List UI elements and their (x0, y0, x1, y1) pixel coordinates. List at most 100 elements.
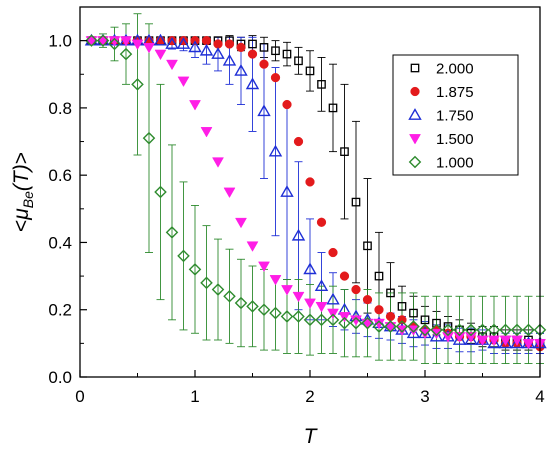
data-point (317, 80, 326, 89)
data-point (282, 99, 292, 110)
data-point (213, 39, 223, 49)
y-axis-title: <μBe(T)> (10, 152, 36, 232)
legend-marker (410, 63, 420, 73)
data-point (199, 43, 214, 56)
data-point (465, 332, 477, 343)
data-point (397, 315, 407, 325)
data-point (453, 332, 466, 343)
data-point (236, 42, 246, 52)
y-axis-title-open: < (10, 220, 33, 232)
data-point (211, 283, 225, 296)
data-point (131, 39, 144, 51)
data-point (257, 303, 271, 317)
legend-label: 1.750 (436, 108, 474, 125)
data-point (259, 59, 269, 69)
data-point (304, 298, 316, 310)
legend-marker (410, 86, 420, 97)
x-tick-label: 2 (305, 387, 314, 406)
data-point (154, 185, 167, 199)
data-point (314, 279, 329, 292)
legend-entry: 2.000 (410, 61, 474, 78)
data-point (305, 177, 315, 187)
data-point (85, 34, 98, 47)
data-point (487, 323, 501, 337)
data-point (177, 76, 190, 88)
data-point (303, 313, 317, 327)
data-point (294, 56, 303, 66)
data-point (131, 78, 144, 91)
legend-label: 2.000 (436, 61, 474, 78)
data-point (293, 136, 304, 147)
data-point (303, 262, 317, 275)
y-axis-title-mu: μ (10, 208, 33, 221)
data-point (386, 288, 395, 298)
data-point (430, 323, 443, 337)
data-point (224, 39, 235, 49)
x-tick-label: 0 (75, 387, 84, 406)
data-point (245, 77, 260, 90)
data-point (222, 53, 237, 66)
data-point (385, 311, 396, 322)
data-point (372, 320, 386, 333)
data-point (328, 247, 338, 258)
data-point (268, 144, 283, 157)
data-point (338, 316, 351, 330)
data-point (177, 249, 190, 263)
data-point (211, 47, 225, 59)
legend-entry: 1.000 (408, 155, 474, 172)
data-point (351, 284, 361, 295)
data-point (212, 157, 224, 168)
data-point (246, 241, 259, 252)
data-point (339, 271, 350, 281)
data-point (154, 49, 167, 61)
data-point (200, 276, 213, 290)
data-point (499, 323, 512, 337)
data-point (223, 187, 236, 199)
data-point (340, 147, 349, 156)
data-point (234, 296, 248, 310)
legend-label: 1.500 (436, 131, 474, 148)
y-tick-label: 1.0 (48, 32, 72, 51)
data-point (409, 308, 418, 318)
data-point (384, 320, 397, 333)
data-point (142, 131, 156, 145)
data-point (269, 275, 282, 286)
data-point (510, 336, 524, 349)
data-point (315, 301, 328, 313)
data-point (453, 323, 466, 337)
data-point (234, 63, 248, 76)
ticks-layer: 0 1 2 3 4 0.0 0.2 0.4 0.6 0.8 1.0 (48, 6, 545, 406)
legend-marker (409, 134, 421, 145)
data-point (362, 295, 373, 305)
y-axis-title-close: > (10, 152, 33, 164)
data-point (442, 332, 454, 343)
data-point (282, 49, 292, 59)
data-point (259, 43, 269, 52)
data-point (441, 323, 455, 337)
y-tick-label: 0.4 (48, 233, 72, 252)
legend: 2.000 1.875 1.750 1.500 1.000 (392, 54, 519, 176)
data-point (374, 305, 384, 315)
data-point (176, 37, 191, 49)
legend-entry: 1.500 (409, 131, 474, 148)
data-point (420, 315, 430, 325)
data-point (248, 39, 257, 49)
data-point (361, 316, 374, 330)
data-point (188, 40, 202, 53)
data-point (316, 217, 327, 227)
legend-marker (408, 108, 422, 120)
y-tick-label: 0.0 (48, 368, 72, 387)
data-point (258, 261, 270, 273)
data-point (326, 292, 340, 305)
data-point (235, 217, 247, 229)
y-tick-label: 0.6 (48, 166, 72, 185)
data-point (188, 263, 202, 276)
data-point (328, 103, 338, 113)
data-point (397, 302, 407, 311)
data-point (315, 313, 328, 327)
data-point (522, 323, 535, 337)
y-tick-label: 0.2 (48, 301, 72, 320)
data-point (452, 333, 467, 345)
legend-label: 1.875 (436, 84, 474, 101)
